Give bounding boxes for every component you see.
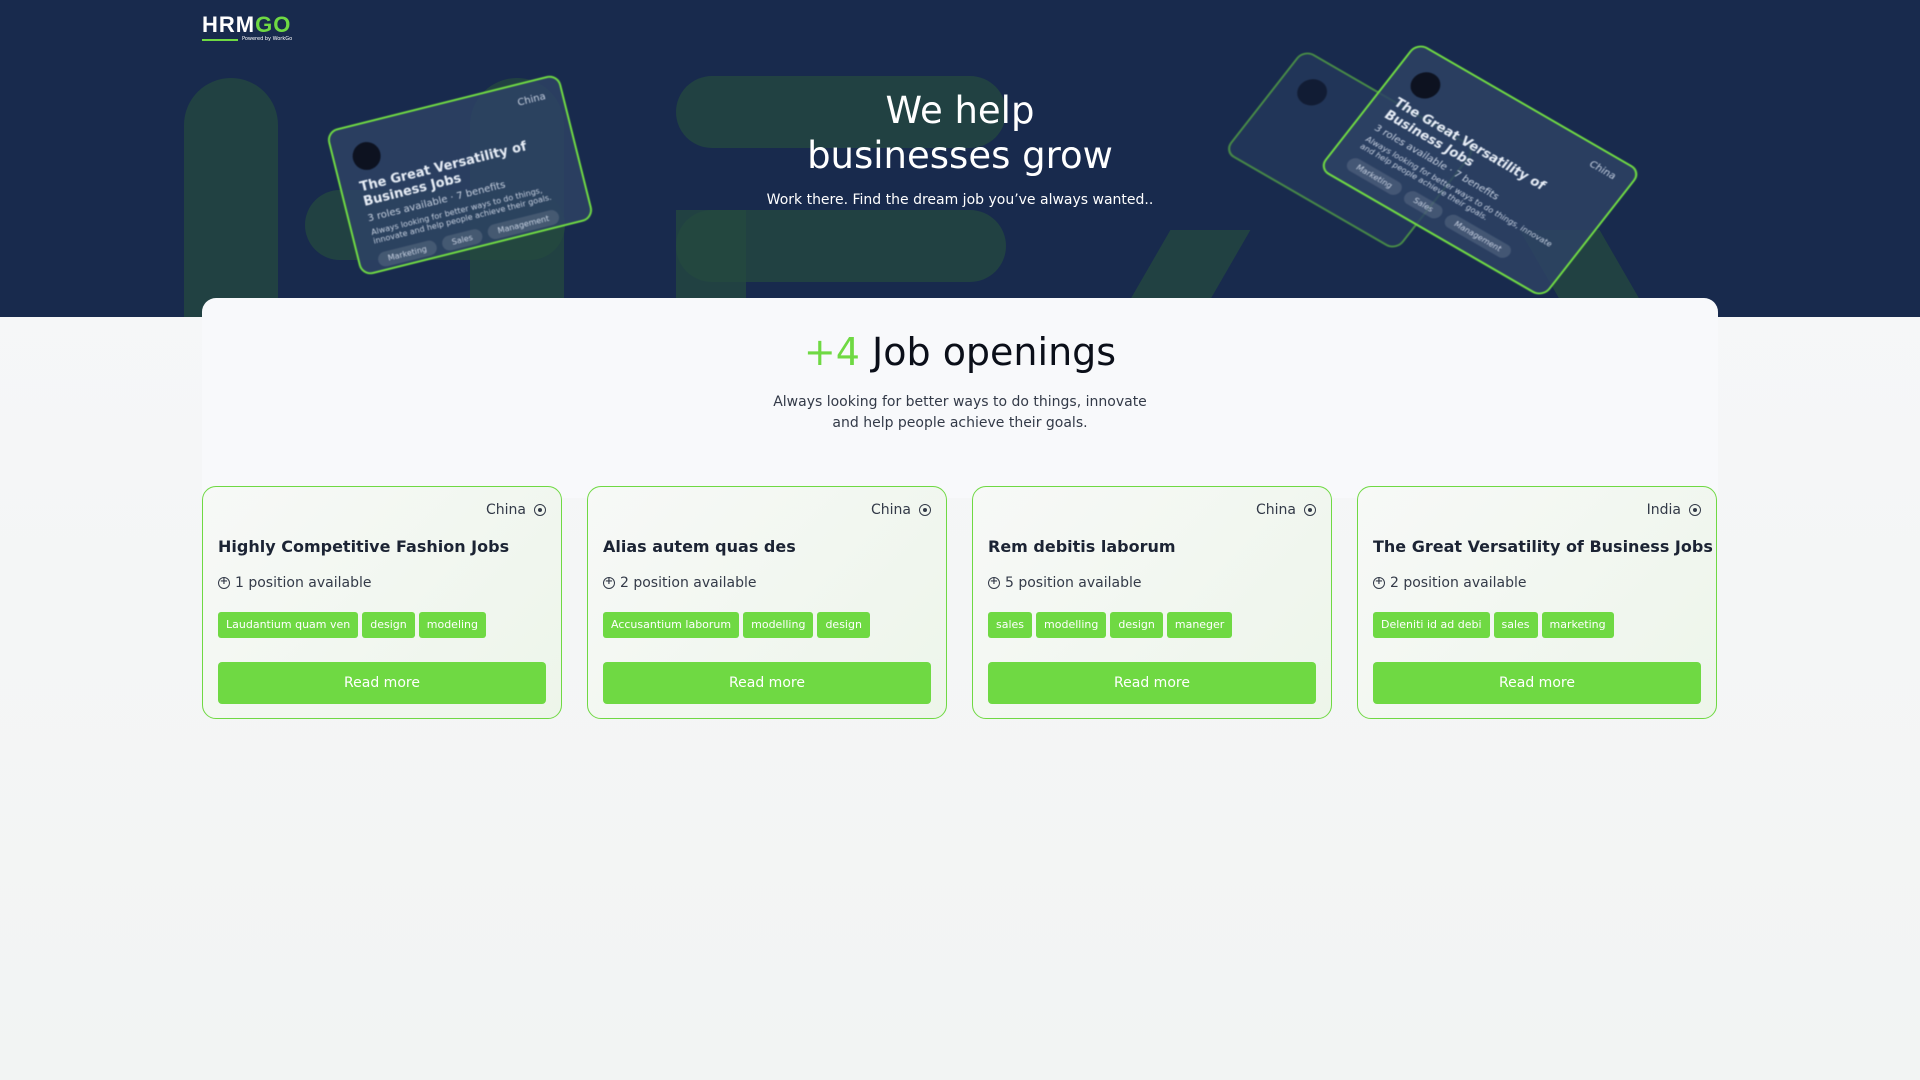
openings-panel — [202, 298, 1718, 498]
job-tags: sales modelling design maneger — [988, 612, 1233, 638]
job-tag: modelling — [1036, 612, 1107, 638]
read-more-button[interactable]: Read more — [988, 662, 1316, 704]
job-tag: design — [817, 612, 870, 638]
job-tags: Deleniti id ad debi sales marketing — [1373, 612, 1614, 638]
plus-circle-icon: + — [988, 576, 1000, 589]
job-tag: Laudantium quam ven — [218, 612, 359, 638]
job-tag: sales — [1493, 612, 1538, 638]
job-tag: design — [362, 612, 415, 638]
job-card: China Highly Competitive Fashion Jobs +1… — [202, 486, 562, 719]
job-tag: design — [1110, 612, 1163, 638]
job-tag: modelling — [743, 612, 814, 638]
read-more-button[interactable]: Read more — [603, 662, 931, 704]
job-location: India — [1647, 502, 1701, 518]
job-title[interactable]: The Great Versatility of Business Jobs — [1373, 537, 1713, 556]
job-tag: Accusantium laborum — [603, 612, 740, 638]
plus-circle-icon: + — [1373, 576, 1385, 589]
job-positions: +2 position available — [1373, 575, 1527, 591]
job-tags: Accusantium laborum modelling design — [603, 612, 870, 638]
job-list: China Highly Competitive Fashion Jobs +1… — [202, 486, 1718, 719]
job-card: China Alias autem quas des +2 position a… — [587, 486, 947, 719]
job-location: China — [486, 502, 546, 518]
job-title[interactable]: Alias autem quas des — [603, 537, 796, 556]
job-positions: +2 position available — [603, 575, 757, 591]
job-tag: marketing — [1541, 612, 1614, 638]
read-more-button[interactable]: Read more — [218, 662, 546, 704]
job-tag: Deleniti id ad debi — [1373, 612, 1490, 638]
location-pin-icon — [1689, 504, 1701, 516]
job-tags: Laudantium quam ven design modeling — [218, 612, 487, 638]
plus-circle-icon: + — [603, 576, 615, 589]
job-title[interactable]: Highly Competitive Fashion Jobs — [218, 537, 510, 556]
job-card: India The Great Versatility of Business … — [1357, 486, 1717, 719]
job-tag: sales — [988, 612, 1033, 638]
location-pin-icon — [919, 504, 931, 516]
job-tag: maneger — [1166, 612, 1233, 638]
job-tag: modeling — [418, 612, 487, 638]
hero-subtitle: Work there. Find the dream job you’ve al… — [766, 192, 1154, 208]
job-location: China — [871, 502, 931, 518]
location-pin-icon — [1304, 504, 1316, 516]
read-more-button[interactable]: Read more — [1373, 662, 1701, 704]
hero-title: We help businesses grow — [807, 89, 1113, 177]
decor-shape — [184, 78, 278, 317]
job-positions: +5 position available — [988, 575, 1142, 591]
openings-description: Always looking for better ways to do thi… — [773, 394, 1147, 431]
openings-title: +4 Job openings — [803, 330, 1117, 374]
decor-shape — [676, 76, 1006, 148]
location-pin-icon — [534, 504, 546, 516]
logo[interactable]: HRMGO Powered by WorkGo — [202, 12, 293, 42]
job-title[interactable]: Rem debitis laborum — [988, 537, 1176, 556]
plus-circle-icon: + — [218, 576, 230, 589]
job-positions: +1 position available — [218, 575, 372, 591]
hero-banner: HRMGO Powered by WorkGo China The Great … — [0, 0, 1920, 317]
job-location: China — [1256, 502, 1316, 518]
job-card: China Rem debitis laborum +5 position av… — [972, 486, 1332, 719]
